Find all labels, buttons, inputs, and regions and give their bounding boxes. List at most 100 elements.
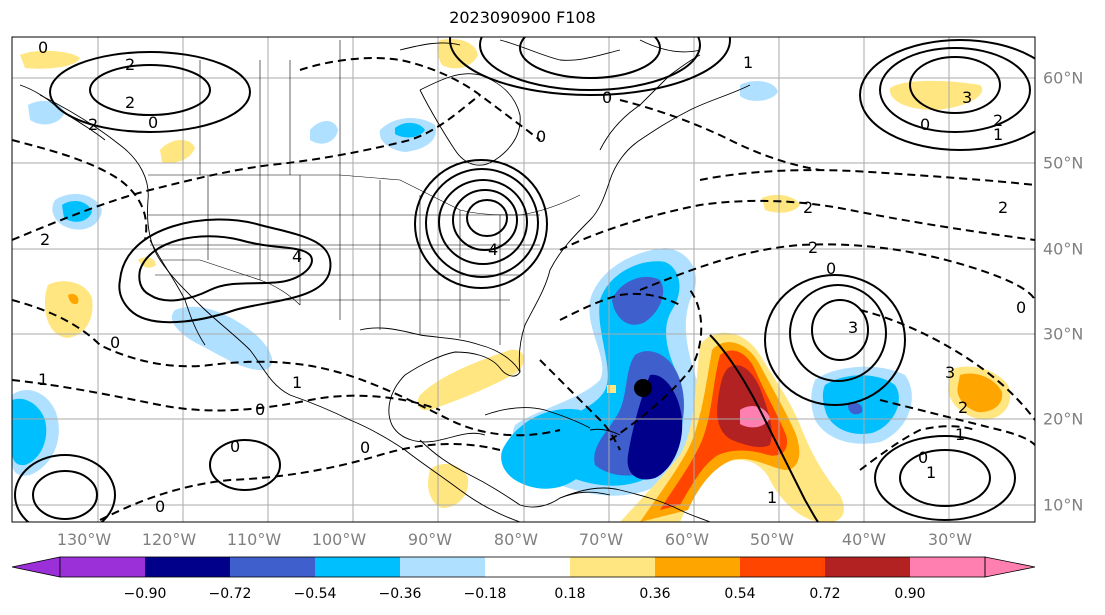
coast-west-north-america [39,94,521,522]
contour-dashed-15 [619,99,821,171]
contour-east-atl-3 [764,274,906,406]
shading-yellow-alaska [20,50,80,69]
contour-label: 1 [767,488,777,507]
contour-label: 0 [536,127,546,146]
colorbar-frame [59,556,986,578]
lon-label: 100°W [311,530,367,549]
contour-label: 4 [292,247,302,266]
contour-label: 0 [38,38,48,57]
lat-label: 10°N [1043,495,1084,515]
contour-label: 0 [230,437,240,456]
shading-blue-light-canada-2 [310,121,338,144]
contour-dashed-7 [699,169,1035,186]
colorbar-bin [400,557,485,577]
contour-low-center-4 [425,168,539,278]
border-canada-provinces [199,40,341,175]
shading-blue-light-gulf [171,306,273,371]
contour-label: 0 [918,448,928,467]
contour-label: 2 [958,398,968,417]
colorbar-bin [230,557,315,577]
shading-yellow-pacnw [160,139,195,163]
colorbar-tick-label: −0.72 [208,586,252,602]
contour-low-center-1 [466,199,508,237]
colorbar-bin [910,557,985,577]
positive-anomaly-shading [20,38,1011,522]
shading-orange-mexico [68,293,79,305]
coast-cuba [484,407,591,429]
border-us-mexico [160,259,301,306]
contour-northwest-1 [89,64,211,116]
coast-central-america [419,439,611,508]
contour-label: 0 [155,497,165,516]
contour-label: 1 [955,425,965,444]
coast-labrador [599,54,701,151]
contour-label: 1 [993,125,1003,144]
contour-low-center-5 [414,159,548,289]
lon-label: 40°W [841,530,887,549]
contour-north-center-2 [479,37,701,91]
coast-east-us [518,84,751,373]
coastlines [19,39,751,522]
lat-label: 50°N [1043,153,1084,173]
lon-label: 50°W [749,530,795,549]
contour-pacific-south [14,454,116,522]
shading-yellow-mexico [45,281,93,338]
contour-dashed-9 [879,399,1035,446]
shading-blue-canada-core [395,122,425,138]
contour-dashed-8 [859,309,1035,421]
shading-pink-core [740,406,770,428]
contour-label: 2 [125,93,135,112]
colorbar-bin [145,557,230,577]
contour-label: 0 [255,400,265,419]
colorbar-bin [485,557,570,577]
contour-far-east-south [899,449,991,507]
contour-north-atl-1 [909,56,1001,114]
shading-yellow-north-atl [889,80,983,110]
contour-dashed-5 [559,199,1035,251]
contour-atlantic-ridge [709,334,819,522]
contour-dashed-16 [539,359,621,451]
colorbar-tick-label: −0.18 [463,586,507,602]
contour-dashed-6 [639,243,1035,301]
coast-baja [149,239,206,346]
map-title: 2023090900 F108 [449,8,596,27]
colorbar-tick-label: 0.72 [809,586,841,602]
contour-north-atl-2 [879,47,1031,133]
colorbar [11,556,1036,578]
colorbar-bin [60,557,145,577]
contour-dashed-10 [609,289,703,441]
shading-yellow-atl-north [762,194,800,213]
coast-gulf [359,327,521,443]
colorbar-bin [655,557,740,577]
shading-blue-pacific [62,200,92,222]
coast-hispaniola [589,428,621,436]
colorbar-bin [570,557,655,577]
lon-label: 120°W [141,530,197,549]
contour-label: 1 [292,373,302,392]
contour-northwest-2 [49,51,251,133]
contours-positive [14,37,1035,522]
contour-pacific-south-2 [32,470,98,520]
colorbar-tick-label: −0.36 [378,586,422,602]
contour-label: 0 [110,333,120,352]
lon-label: 80°W [493,530,539,549]
contour-far-east-south-2 [874,435,1016,521]
shading-blue-light-greenland [740,80,778,101]
contour-east-atl-1 [811,299,869,361]
contour-label: 2 [998,198,1008,217]
colorbar-tick-label: −0.90 [123,586,167,602]
contour-pacific-mid [209,439,281,491]
contour-label: 2 [993,111,1003,130]
contour-north-atl-3 [859,39,1035,151]
contour-label: 3 [945,363,955,382]
colorbar-tick-label: 0.18 [554,586,586,602]
shading-blue-caribbean [501,409,595,489]
contour-label: 0 [920,115,930,134]
colorbar-bin [315,557,400,577]
lon-label: 90°W [407,530,453,549]
contour-label: 1 [38,370,48,389]
contour-north-center-1 [519,37,661,79]
shading-blue-dark-eastatl [848,402,863,415]
shading-navy-atlantic [627,374,683,480]
